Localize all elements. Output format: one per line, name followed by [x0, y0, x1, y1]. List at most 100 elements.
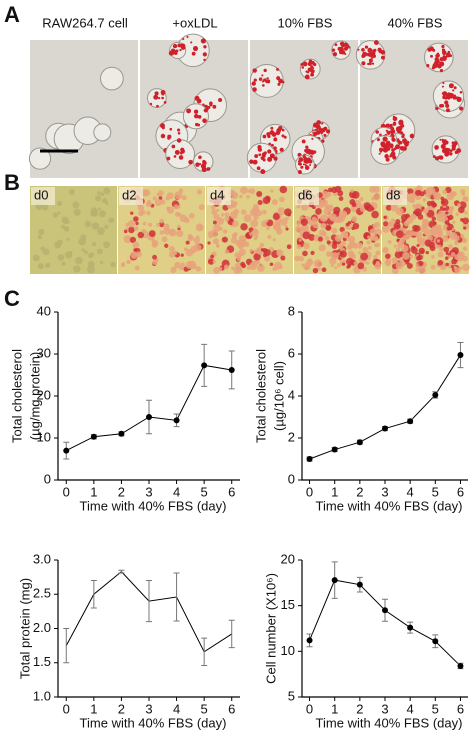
lipid-droplet: [368, 58, 373, 63]
x-tick-label: 2: [118, 484, 125, 499]
cell: [341, 230, 349, 238]
cell: [212, 260, 216, 264]
cell: [210, 205, 216, 210]
lipid-droplet: [389, 143, 394, 148]
cell: [401, 244, 409, 253]
lipid-droplet: [385, 123, 391, 129]
cell: [373, 255, 378, 260]
cell: [395, 230, 404, 239]
cell: [416, 255, 421, 261]
cell: [250, 219, 259, 228]
cell: [247, 189, 251, 193]
y-tick-label: 20: [281, 551, 295, 566]
cell: [87, 265, 96, 274]
label-bg: [295, 187, 319, 205]
lipid-droplet: [385, 140, 391, 146]
lipid-droplet: [348, 46, 351, 49]
cell: [263, 249, 271, 257]
image-label: d8: [386, 187, 400, 202]
cell: [366, 204, 374, 212]
lipid-droplet: [392, 115, 396, 119]
cell: [447, 222, 451, 227]
x-axis-label: Time with 40% FBS (day): [316, 715, 463, 730]
lipid-droplet: [361, 61, 366, 66]
x-tick-label: 0: [63, 701, 70, 716]
cell: [236, 256, 242, 262]
cell: [252, 203, 260, 211]
cell: [91, 242, 97, 247]
cell: [334, 185, 342, 193]
lipid-droplet: [178, 155, 184, 160]
cell: [245, 233, 250, 239]
lipid-droplet: [158, 97, 161, 100]
lipid-droplet: [163, 101, 167, 104]
cell: [425, 187, 434, 196]
lipid-droplet: [371, 62, 375, 65]
cell: [238, 239, 247, 247]
cell: [437, 260, 444, 266]
cell: [358, 251, 362, 255]
lipid-droplet: [249, 159, 254, 164]
cell: [68, 188, 75, 195]
cell: [224, 249, 230, 254]
lipid-droplet: [166, 156, 171, 161]
lipid-droplet: [398, 119, 404, 125]
cell: [383, 215, 387, 220]
lipid-droplet: [262, 84, 265, 87]
lipid-droplet: [188, 159, 193, 165]
cell: [84, 220, 92, 228]
cell: [371, 210, 379, 219]
cell: [159, 230, 165, 235]
cell: [457, 203, 462, 208]
cell: [241, 209, 247, 215]
cell: [198, 204, 205, 211]
cell: [326, 225, 331, 230]
lipid-droplet: [171, 49, 177, 55]
cell: [387, 221, 394, 228]
cell: [366, 240, 371, 245]
lipid-droplet: [258, 153, 262, 157]
lipid-droplet: [371, 56, 374, 59]
cell: [446, 226, 451, 231]
cell: [196, 189, 202, 195]
cell: [123, 229, 128, 234]
cell: [193, 237, 201, 244]
lipid-droplet: [440, 103, 445, 108]
data-point: [306, 456, 313, 462]
lipid-droplet: [447, 50, 451, 54]
cell: [57, 211, 61, 215]
cell: [336, 263, 341, 267]
cell: [387, 239, 392, 244]
lipid-droplet: [281, 80, 285, 84]
lipid-droplet: [258, 77, 263, 81]
lipid-droplet: [200, 38, 206, 44]
cell: [391, 267, 399, 274]
cell: [239, 194, 243, 199]
cell: [154, 198, 162, 207]
lipid-droplet: [307, 150, 310, 154]
cell: [156, 222, 160, 227]
cell: [457, 254, 464, 262]
x-axis-label: Time with 40% FBS (day): [80, 715, 227, 730]
cell: [232, 220, 239, 227]
cell: [170, 266, 177, 274]
cell: [80, 241, 84, 245]
cell: [174, 191, 183, 200]
cell: [296, 244, 302, 250]
lipid-droplet: [270, 126, 274, 130]
lipid-droplet: [271, 132, 277, 137]
lipid-droplet: [368, 62, 372, 66]
lipid-droplet: [201, 166, 207, 172]
cell: [262, 196, 271, 205]
cell: [224, 216, 230, 222]
lipid-droplet: [261, 80, 265, 83]
cell: [127, 220, 136, 228]
cell: [97, 207, 101, 211]
data-point: [331, 446, 338, 453]
data-point: [356, 581, 363, 588]
cell: [422, 218, 430, 226]
cell: [133, 226, 139, 231]
cell: [394, 250, 403, 259]
lipid-droplet: [182, 38, 185, 41]
